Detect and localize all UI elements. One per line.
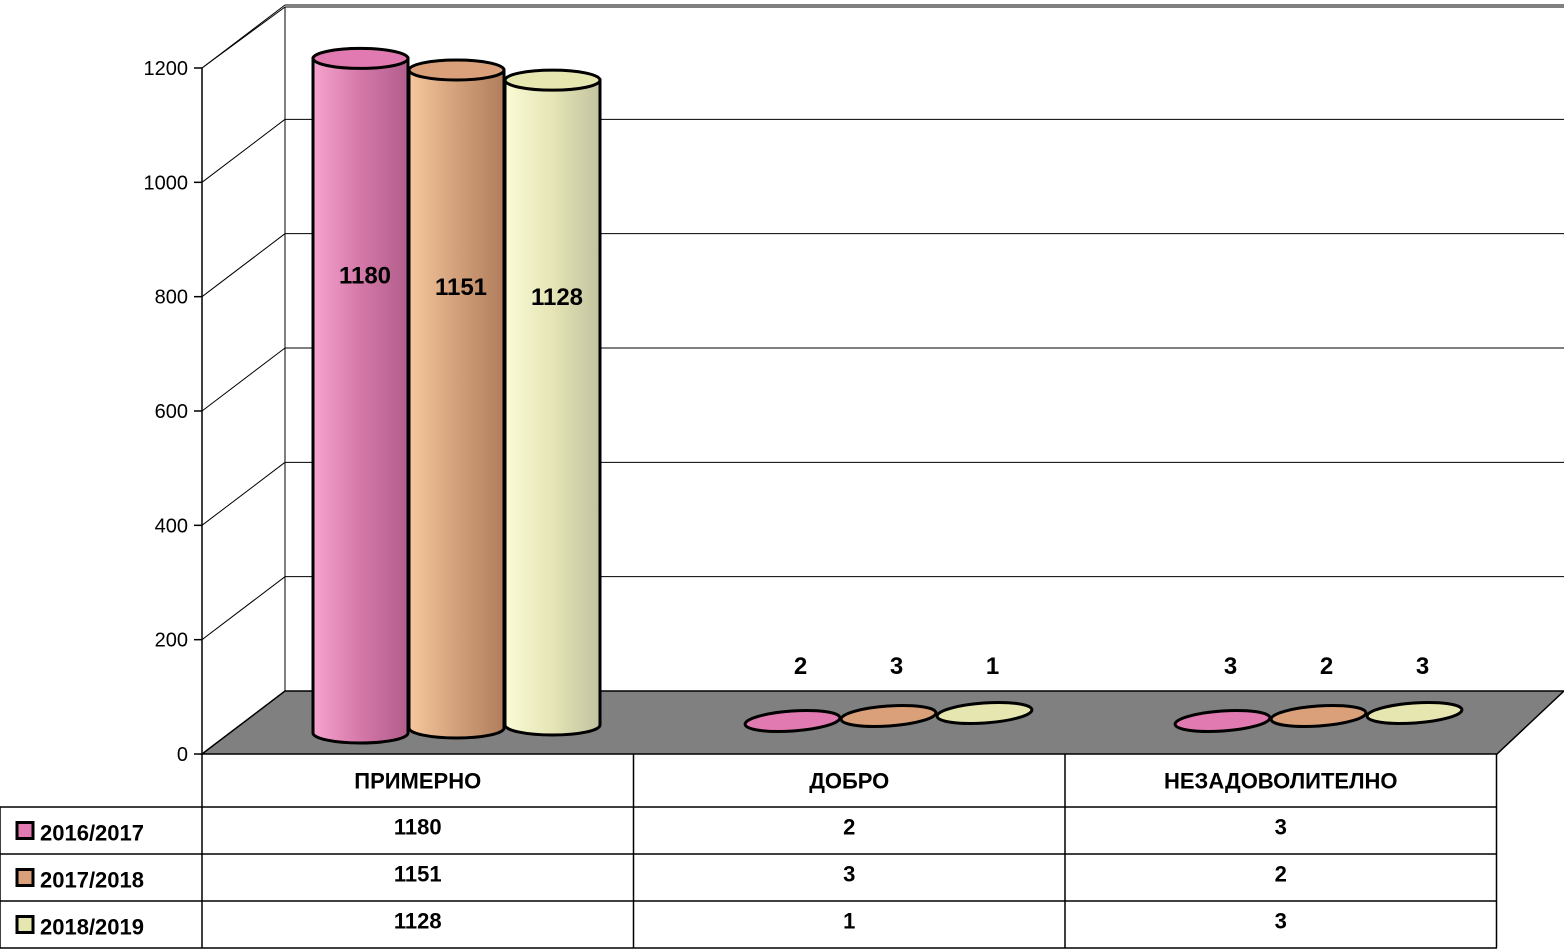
bar: [407, 58, 506, 740]
table-cell: 2: [1275, 862, 1287, 887]
bar-top: [311, 46, 410, 70]
data-label: 1: [986, 653, 999, 680]
y-tick-label: 0: [177, 744, 188, 766]
table-cell: 3: [843, 862, 855, 887]
y-tick-label: 1000: [144, 172, 189, 194]
legend-swatch: [15, 821, 35, 840]
y-tick-label: 600: [155, 401, 188, 423]
data-label: 2: [1320, 653, 1333, 680]
bar: [503, 68, 602, 737]
data-label: 2: [794, 653, 807, 680]
bar-body: [311, 56, 410, 745]
table-cell: 2: [843, 815, 855, 840]
data-label: 3: [1416, 653, 1429, 680]
bar-top: [1269, 703, 1368, 729]
bar: [1365, 700, 1464, 726]
bar: [311, 46, 410, 745]
table-cell: 1128: [394, 909, 442, 934]
y-tick-label: 200: [155, 630, 188, 652]
table-cell: 3: [1275, 909, 1287, 934]
bar-top: [743, 708, 842, 734]
category-label: ПРИМЕРНО: [354, 769, 481, 794]
table-cell: 1180: [394, 815, 442, 840]
bar: [743, 708, 842, 734]
bar: [1269, 703, 1368, 729]
legend-swatch: [15, 915, 35, 934]
gridline-depth: [201, 118, 286, 183]
category-label: НЕЗАДОВОЛИТЕЛНО: [1164, 769, 1398, 794]
y-tick-label: 800: [155, 287, 188, 309]
table-cell: 1: [843, 909, 855, 934]
data-label: 3: [890, 653, 903, 680]
legend-label: 2018/2019: [40, 915, 144, 940]
gridline-depth: [201, 6, 286, 69]
data-table: ПРИМЕРНО ДОБРО НЕЗАДОВОЛИТЕЛНО 2016/2017 118…: [0, 754, 1498, 949]
legend-label: 2017/2018: [40, 868, 144, 893]
table-cell: 1151: [394, 862, 442, 887]
bar-top: [839, 703, 938, 729]
bar: [839, 703, 938, 729]
data-label: 1180: [339, 262, 391, 289]
gridline-depth: [201, 576, 286, 641]
y-axis: 0 200 400 600 800 1000 1200: [144, 58, 203, 766]
data-label: 1128: [531, 284, 583, 311]
legend-label: 2016/2017: [40, 821, 144, 846]
bar: [935, 700, 1034, 726]
bar-top: [1365, 700, 1464, 726]
bar-top: [935, 700, 1034, 726]
bar: [1173, 708, 1272, 734]
data-label: 3: [1224, 653, 1237, 680]
bar-top: [407, 58, 506, 82]
gridline-depth: [201, 347, 286, 412]
bar-layer: [311, 46, 1464, 745]
bar-body: [407, 68, 506, 740]
gridline-depth: [201, 233, 286, 298]
bar-top: [1173, 708, 1272, 734]
bar-body: [503, 78, 602, 737]
legend-swatch: [15, 868, 35, 887]
data-label: 1151: [435, 274, 487, 301]
y-tick-label: 400: [155, 515, 188, 537]
gridline-depth: [201, 461, 286, 526]
data-label-layer: 1180 1151 1128 2 3 1 3 2 3: [339, 262, 1429, 680]
y-tick-label: 1200: [144, 58, 189, 80]
table-cell: 3: [1275, 815, 1287, 840]
category-label: ДОБРО: [809, 769, 889, 794]
bar-top: [503, 68, 602, 92]
